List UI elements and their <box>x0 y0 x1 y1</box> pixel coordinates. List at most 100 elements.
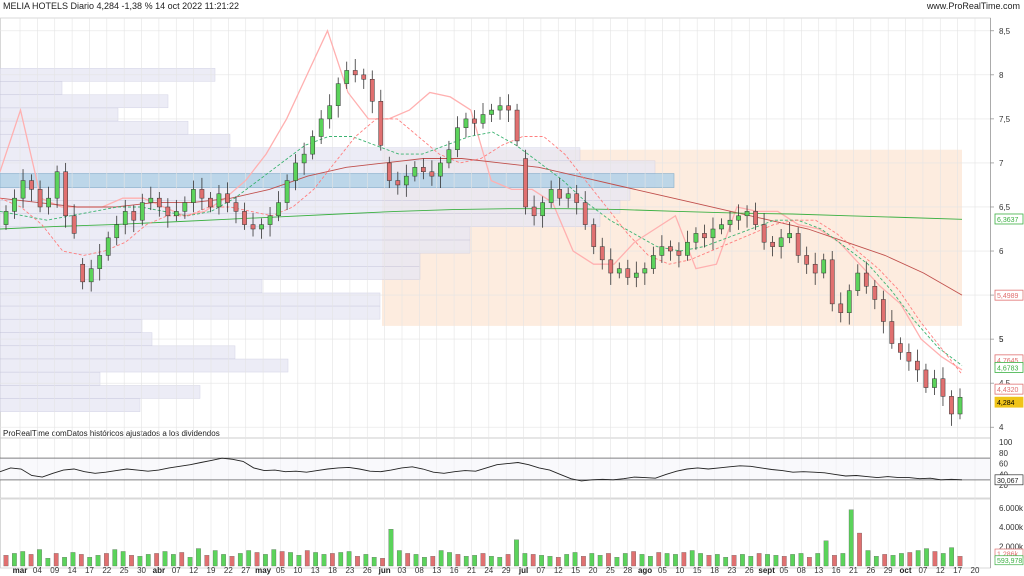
volume-bar-up <box>346 551 352 567</box>
candle-down <box>369 79 375 102</box>
volume-bar-up <box>396 550 402 567</box>
candle-down <box>71 215 77 234</box>
volume-bar-up <box>171 554 176 567</box>
volume-bar-up <box>890 555 896 567</box>
candle-down <box>940 378 946 397</box>
volume-bar-down <box>505 554 511 567</box>
date-tick-label: 20 <box>971 566 980 575</box>
candle-down <box>608 259 614 274</box>
date-tick-label: 13 <box>311 566 320 575</box>
candle-down <box>923 369 929 388</box>
candle-up <box>455 127 460 150</box>
volume-profile-bar <box>0 305 381 320</box>
volume-bar-down <box>229 556 235 567</box>
date-tick-label: 23 <box>345 566 354 575</box>
price-tick-label: 7 <box>999 159 1004 168</box>
volume-profile-bar <box>0 81 63 95</box>
volume-bar-down <box>455 554 461 567</box>
volume-bar-up <box>865 550 871 567</box>
date-tick-label: abr <box>153 566 165 575</box>
volume-bar-up <box>639 554 645 567</box>
rsi-last-badge <box>994 474 1024 486</box>
date-tick-label: oct <box>900 566 912 575</box>
candle-down <box>949 396 954 415</box>
volume-bar-up <box>614 557 620 567</box>
date-tick-label: 26 <box>745 566 754 575</box>
candle-up <box>12 197 17 212</box>
volume-bar-up <box>388 529 394 567</box>
candle-down <box>233 202 239 212</box>
volume-bar-down <box>907 552 913 567</box>
volume-bar-up <box>940 553 946 567</box>
volume-bar-up <box>246 550 252 567</box>
price-tick-label: 8,5 <box>999 27 1011 36</box>
volume-bar-up <box>790 554 795 567</box>
price-marker-badge <box>994 362 1024 373</box>
candle-up <box>540 202 545 217</box>
candle-up <box>446 149 452 164</box>
candle-up <box>693 233 699 243</box>
volume-profile-bar <box>0 94 169 109</box>
volume-profile-bar <box>0 226 471 241</box>
rsi-tick-label: 100 <box>999 438 1013 447</box>
volume-bar-up <box>698 553 703 567</box>
volume-bar-up <box>648 556 653 567</box>
volume-bar-up <box>112 549 118 567</box>
candle-down <box>514 109 520 142</box>
volume-tick-label: 2.000k <box>999 543 1024 552</box>
price-tick-label: 4,5 <box>999 379 1011 388</box>
candle-up <box>88 268 94 283</box>
candle-up <box>463 118 469 128</box>
candle-up <box>719 224 724 230</box>
volume-bar-up <box>815 553 821 567</box>
volume-bar-up <box>664 553 670 567</box>
volume-profile-bar <box>0 279 263 294</box>
date-tick-label: 09 <box>50 566 59 575</box>
candle-down <box>812 263 818 274</box>
volume-last-label: 1.286k <box>997 552 1019 559</box>
volume-bar-down <box>555 557 561 567</box>
candle-up <box>114 224 120 239</box>
moving-average-fast-line <box>0 118 963 375</box>
date-tick-label: 21 <box>849 566 858 575</box>
price-tick-label: 6,5 <box>999 203 1011 212</box>
volume-profile-bar <box>0 266 421 280</box>
volume-bar-down <box>581 556 586 567</box>
rsi-line <box>0 457 963 482</box>
volume-bar-down <box>355 556 360 567</box>
volume-bar-up <box>288 552 293 567</box>
volume-profile-bar <box>0 120 189 135</box>
price-tick-label: 6 <box>999 247 1004 256</box>
candle-down <box>880 299 886 322</box>
candle-down <box>37 189 43 208</box>
date-tick-label: 08 <box>415 566 424 575</box>
price-level-label: 5 <box>999 335 1004 344</box>
candle-down <box>906 352 912 362</box>
candle-up <box>642 268 648 274</box>
volume-bar-down <box>104 553 109 567</box>
date-tick-label: 28 <box>623 566 632 575</box>
date-tick-label: 20 <box>589 566 598 575</box>
volume-bar-down <box>731 555 737 567</box>
date-tick-label: 16 <box>450 566 459 575</box>
candle-down <box>898 343 903 353</box>
date-tick-label: 19 <box>207 566 216 575</box>
candle-down <box>165 206 171 217</box>
candle-down <box>523 158 528 208</box>
date-tick-label: 23 <box>727 566 736 575</box>
candle-down <box>242 211 247 225</box>
candle-up <box>957 396 963 415</box>
rsi-last-label: 30,067 <box>997 478 1019 485</box>
candle-up <box>651 255 656 269</box>
candle-down <box>506 105 511 111</box>
date-tick-label: ago <box>638 566 652 575</box>
moving-average-long-line <box>0 208 963 230</box>
candle-up <box>744 211 750 217</box>
volume-bar-up <box>915 550 921 567</box>
candle-down <box>557 189 563 199</box>
volume-profile-bar <box>0 147 581 161</box>
volume-bar-up <box>899 553 904 567</box>
candle-up <box>778 237 784 247</box>
date-tick-label: 13 <box>814 566 823 575</box>
